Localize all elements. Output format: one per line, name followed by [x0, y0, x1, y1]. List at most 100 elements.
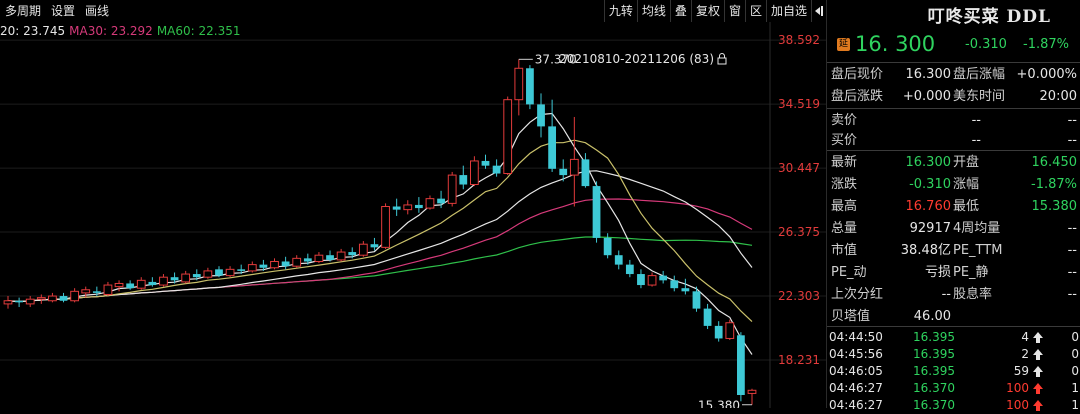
- tick-price: 16.370: [913, 398, 955, 412]
- candle-body-up: [247, 264, 257, 272]
- toolbar-right-item[interactable]: 均线: [636, 0, 670, 22]
- quote-label: 上次分红: [831, 287, 884, 302]
- candle-body-down: [215, 269, 223, 276]
- arrow-stem: [1036, 338, 1040, 343]
- price-change: -0.310: [965, 37, 1007, 52]
- up-arrow-icon: [1033, 383, 1043, 394]
- quote-label: 涨跌: [831, 177, 858, 192]
- tick-price: 16.395: [913, 347, 955, 361]
- candle-body-up: [314, 254, 324, 262]
- tick-price: 16.395: [913, 330, 955, 344]
- candle-body-down: [537, 104, 545, 127]
- toolbar-left-item[interactable]: 多周期: [5, 4, 42, 18]
- arrow-head: [1033, 332, 1043, 338]
- quote-row: PE_动 亏损 PE_静 --: [827, 262, 1080, 284]
- y-tick-label: 18.231: [778, 353, 820, 367]
- candle-body-up: [181, 273, 191, 283]
- quote-row: 总量 92917 4周均量 --: [827, 218, 1080, 240]
- buy-row: 买价 -- --: [827, 130, 1080, 152]
- toolbar-right-item[interactable]: 窗: [723, 0, 745, 22]
- candle-body-down: [92, 291, 101, 293]
- candle-body-down: [370, 244, 379, 248]
- tick-count: 1: [1071, 398, 1079, 412]
- toolbar-right-item[interactable]: 复权: [690, 0, 724, 22]
- quote-value: 16.450: [1031, 155, 1078, 170]
- candle-body-down: [492, 165, 501, 174]
- tick-row: 04:45:56 16.395 2 0: [827, 346, 1080, 363]
- tick-time: 04:45:56: [829, 347, 883, 361]
- quote-value: 亏损: [924, 265, 951, 280]
- quote-row: 涨跌 -0.310 涨幅 -1.87%: [827, 174, 1080, 196]
- tick-count: 0: [1071, 330, 1079, 344]
- ma10-line: [7, 139, 753, 323]
- toolbar-left-item[interactable]: 画线: [85, 4, 110, 18]
- up-arrow-icon: [1033, 400, 1043, 411]
- quote-label: 盘后涨跌: [831, 89, 884, 104]
- last-price: 16. 300: [855, 32, 936, 56]
- tick-volume: 100: [1006, 381, 1029, 395]
- quote-value: 16.300: [905, 67, 952, 82]
- tick-time: 04:44:50: [829, 330, 883, 344]
- candle-body-down: [559, 168, 568, 176]
- quote-row: 市值 38.48亿 PE_TTM --: [827, 240, 1080, 262]
- price-change-percent: -1.87%: [1023, 37, 1069, 52]
- candle-body-down: [148, 281, 157, 286]
- quote-value: -1.87%: [1031, 177, 1077, 192]
- candle-body-up: [159, 276, 168, 286]
- candle-body-up: [470, 160, 479, 186]
- quote-value: 15.380: [1031, 199, 1078, 214]
- toolbar-right-item[interactable]: 九转: [603, 0, 637, 22]
- candle-body-up: [25, 298, 35, 305]
- kline-chart[interactable]: 38.592 34.519 30.447 26.375 22.303 18.231 37.3…: [0, 0, 826, 408]
- quote-row: 盘后涨跌 +0.000 美东时间 20:00: [827, 86, 1080, 108]
- candle-body-up: [647, 275, 657, 286]
- tick-row: 04:46:05 16.395 59 0: [827, 363, 1080, 380]
- candle-body-up: [36, 297, 46, 300]
- candle-body-up: [114, 282, 124, 288]
- sidebar-toggle-icon[interactable]: [811, 0, 826, 22]
- toolbar-right-item[interactable]: 加自选: [765, 0, 811, 22]
- quote-value: --: [1067, 221, 1077, 236]
- y-tick-label: 34.519: [778, 97, 820, 111]
- up-arrow-icon: [1033, 349, 1043, 360]
- kline-chart-area[interactable]: 38.592 34.519 30.447 26.375 22.303 18.231 37.3…: [0, 0, 826, 408]
- tick-count: 1: [1071, 381, 1079, 395]
- quote-row: 最高 16.760 最低 15.380: [827, 196, 1080, 218]
- candle-body-down: [170, 277, 179, 281]
- candle-body-down: [592, 186, 601, 238]
- candle-body-down: [637, 274, 645, 286]
- toolbar-left-item[interactable]: 设置: [51, 4, 76, 18]
- quote-value: --: [941, 287, 951, 302]
- candle-body-up: [103, 284, 113, 295]
- quote-label: 盘后涨幅: [953, 67, 1006, 82]
- tick-count: 0: [1071, 364, 1079, 378]
- tick-time: 04:46:27: [829, 381, 883, 395]
- toolbar-right-item[interactable]: 叠: [669, 0, 691, 22]
- candle-body-up: [358, 243, 368, 256]
- ma-legend-item: MA30: 23.292: [69, 24, 153, 38]
- tick-row: 04:44:50 16.395 4 0: [827, 329, 1080, 346]
- candle-body-up: [292, 257, 302, 267]
- tick-volume: 59: [1013, 364, 1029, 378]
- tick-price: 16.395: [913, 364, 955, 378]
- ma20-line: [7, 170, 753, 303]
- candle-body-down: [126, 283, 135, 289]
- ma-legend: 20: 23.745 MA30: 23.292 MA60: 22.351: [0, 24, 245, 38]
- toolbar-right-item[interactable]: 区: [744, 0, 766, 22]
- arrow-head: [1033, 383, 1043, 389]
- quote-label: PE_静: [953, 265, 989, 280]
- quote-label: 最高: [831, 199, 858, 214]
- candle-body-down: [625, 264, 634, 275]
- candle-body-down: [237, 269, 246, 271]
- y-tick-label: 30.447: [778, 161, 820, 175]
- candle-body-down: [281, 261, 290, 267]
- tick-time: 04:46:05: [829, 364, 883, 378]
- tick-volume: 2: [1021, 347, 1029, 361]
- candle-body-up: [225, 268, 235, 277]
- quote-value: --: [1067, 287, 1077, 302]
- lock-icon[interactable]: [717, 53, 727, 65]
- quote-label: 美东时间: [953, 89, 1006, 104]
- divider: [827, 326, 1080, 327]
- quote-label: PE_TTM: [953, 243, 1003, 258]
- arrow-head: [1033, 349, 1043, 355]
